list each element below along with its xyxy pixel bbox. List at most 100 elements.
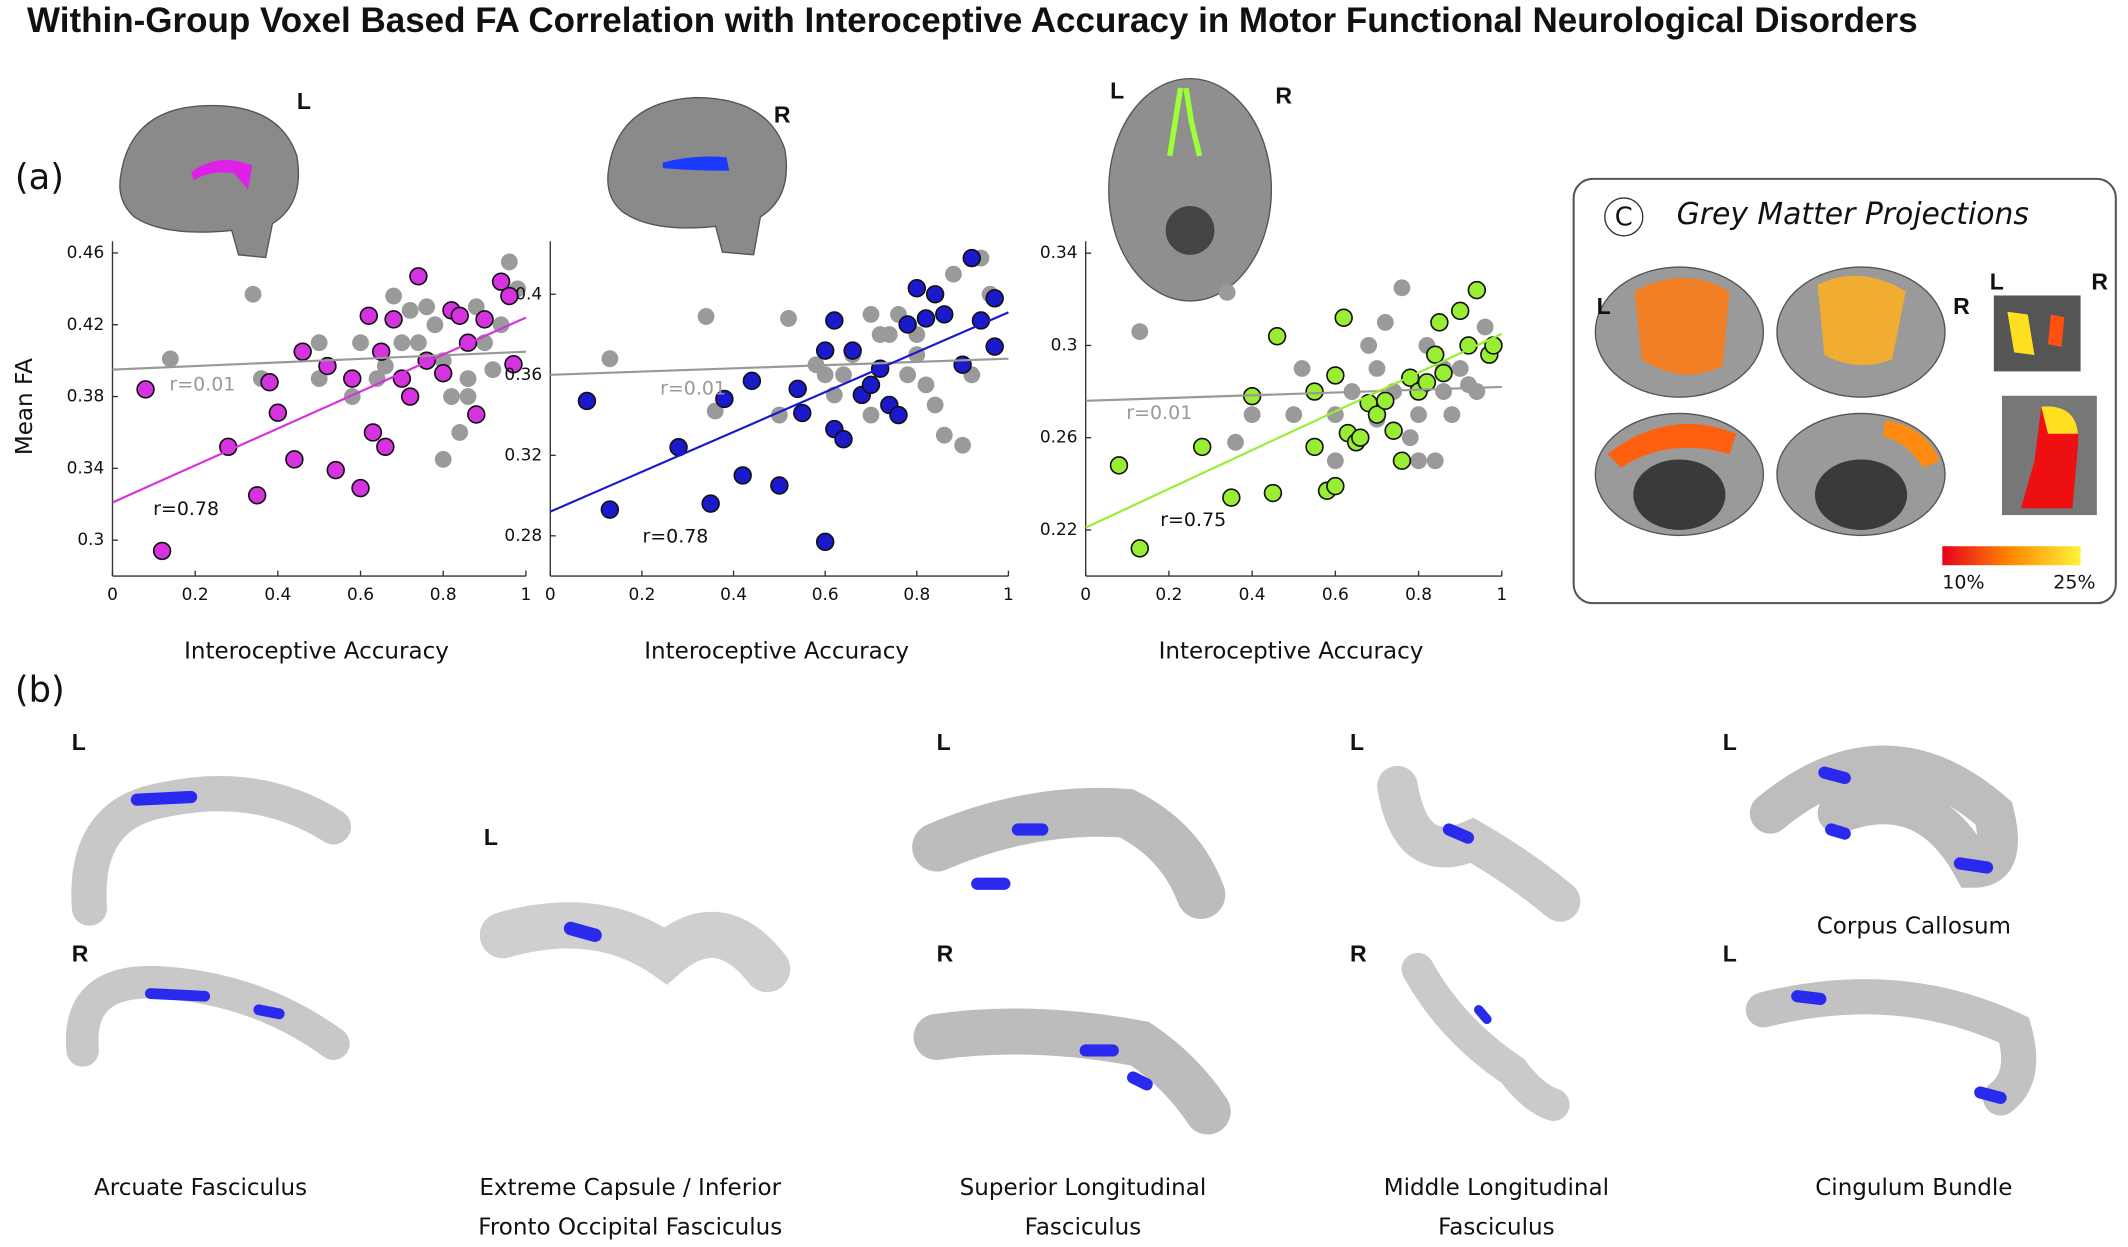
y-tick-label: 0.22 bbox=[1040, 519, 1078, 539]
x-tick-label: 1 bbox=[1496, 584, 1507, 604]
point bbox=[467, 298, 485, 316]
point bbox=[434, 450, 452, 468]
point bbox=[1417, 373, 1437, 392]
point bbox=[1476, 318, 1494, 336]
point bbox=[1326, 452, 1344, 470]
x-tick-label: 0 bbox=[1080, 584, 1091, 604]
point bbox=[268, 403, 288, 422]
point bbox=[484, 361, 502, 379]
fit-line bbox=[1085, 385, 1502, 402]
x-tick-label: 0 bbox=[545, 584, 556, 604]
hemisphere-label: L bbox=[1990, 268, 2004, 294]
badge-label: C bbox=[1615, 203, 1633, 233]
fit-line bbox=[1085, 332, 1503, 529]
tract-name: Arcuate Fasciculus bbox=[94, 1175, 307, 1201]
point bbox=[815, 532, 835, 552]
point bbox=[244, 285, 262, 303]
y-tick-label: 0.46 bbox=[67, 242, 105, 262]
y-tick-label: 0.4 bbox=[515, 283, 542, 303]
point bbox=[935, 426, 953, 444]
point bbox=[326, 460, 345, 480]
x-tick-label: 0.6 bbox=[1322, 584, 1349, 604]
view-label: R bbox=[72, 941, 89, 967]
brain-axial bbox=[1108, 77, 1273, 302]
point bbox=[862, 406, 880, 424]
point bbox=[1401, 429, 1419, 447]
point bbox=[1410, 406, 1427, 424]
y-tick-label: 0.38 bbox=[67, 386, 105, 406]
brain-sagittal-right bbox=[607, 96, 788, 256]
point bbox=[293, 342, 312, 361]
brain-sagittal-left bbox=[119, 104, 300, 259]
point bbox=[1367, 405, 1387, 424]
point bbox=[443, 388, 460, 405]
tract-name: Fasciculus bbox=[1438, 1215, 1555, 1241]
view-label: L bbox=[72, 729, 86, 755]
point bbox=[770, 476, 789, 495]
point bbox=[451, 424, 469, 441]
x-tick-label: 0.6 bbox=[812, 584, 839, 604]
point bbox=[491, 272, 511, 291]
panel-label: (a) bbox=[15, 157, 64, 198]
colorbar bbox=[1942, 546, 2081, 566]
y-tick-label: 0.32 bbox=[504, 444, 542, 464]
tract-name: Corpus Callosum bbox=[1817, 914, 2011, 940]
hemisphere-label: R bbox=[1953, 293, 1970, 319]
point bbox=[1426, 452, 1444, 470]
tract-renderings bbox=[65, 745, 2037, 1135]
colorbar-label: 25% bbox=[2053, 571, 2095, 593]
x-tick-label: 0.2 bbox=[628, 584, 655, 604]
point bbox=[600, 500, 620, 519]
point bbox=[409, 267, 428, 286]
point bbox=[861, 375, 881, 395]
point bbox=[1384, 421, 1403, 440]
point bbox=[352, 334, 369, 352]
view-label: R bbox=[937, 941, 954, 967]
point bbox=[1109, 456, 1129, 475]
x-tick-label: 0.8 bbox=[1405, 584, 1432, 604]
point bbox=[954, 436, 972, 454]
point bbox=[401, 301, 419, 319]
point bbox=[601, 350, 619, 368]
view-label: L bbox=[484, 824, 498, 850]
hemisphere-label: L bbox=[1597, 293, 1611, 319]
view-label: L bbox=[1723, 941, 1737, 967]
x-tick-label: 0.2 bbox=[182, 584, 209, 604]
x-tick-label: 1 bbox=[521, 584, 532, 604]
point bbox=[1285, 406, 1303, 424]
point bbox=[1360, 337, 1378, 354]
point bbox=[260, 372, 279, 392]
point bbox=[1130, 539, 1149, 558]
point bbox=[433, 364, 453, 383]
point bbox=[880, 326, 898, 343]
point bbox=[1334, 308, 1353, 327]
y-tick-label: 0.42 bbox=[67, 314, 105, 334]
point bbox=[835, 366, 852, 384]
annotation: r=0.01 bbox=[169, 373, 235, 395]
point bbox=[916, 309, 936, 328]
fit-line bbox=[549, 311, 1009, 513]
point bbox=[1351, 428, 1370, 447]
orientation-label: R bbox=[774, 102, 791, 128]
point bbox=[450, 306, 469, 325]
point bbox=[285, 450, 304, 469]
annotation: r=0.78 bbox=[642, 525, 708, 547]
point bbox=[504, 355, 523, 374]
panel-title: Grey Matter Projections bbox=[1677, 197, 2029, 232]
annotation: r=0.78 bbox=[153, 498, 219, 520]
point bbox=[1305, 382, 1324, 401]
point bbox=[917, 376, 935, 394]
point bbox=[985, 337, 1004, 356]
point bbox=[247, 486, 267, 505]
view-label: R bbox=[1350, 941, 1367, 967]
point bbox=[459, 388, 477, 405]
point bbox=[945, 265, 962, 283]
y-axis-label: Mean FA bbox=[12, 358, 38, 455]
point bbox=[953, 355, 972, 374]
x-tick-label: 0.4 bbox=[1239, 584, 1266, 604]
point bbox=[363, 423, 383, 442]
point bbox=[926, 396, 944, 414]
point bbox=[393, 334, 411, 352]
point bbox=[475, 310, 494, 329]
point bbox=[1393, 279, 1411, 297]
